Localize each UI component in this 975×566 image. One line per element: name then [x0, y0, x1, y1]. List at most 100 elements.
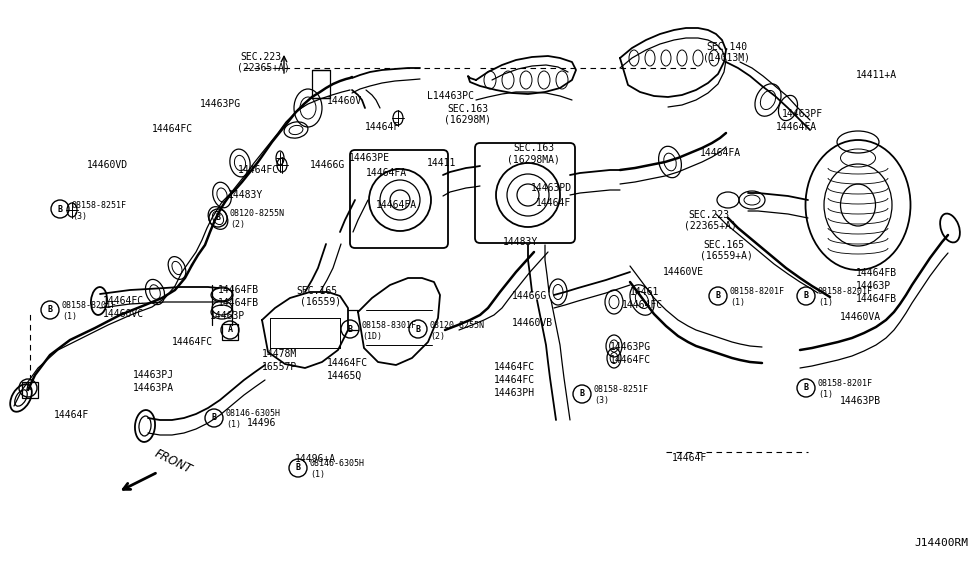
Text: 14464F: 14464F [536, 198, 571, 208]
Text: (1D): (1D) [362, 332, 382, 341]
Text: B: B [347, 324, 353, 333]
Text: 14496: 14496 [247, 418, 276, 428]
Text: 14460VB: 14460VB [512, 318, 553, 328]
Text: 14483Y: 14483Y [503, 237, 538, 247]
Text: 14464F: 14464F [672, 453, 707, 463]
Text: 08158-8301F: 08158-8301F [362, 320, 417, 329]
Text: 14464FC: 14464FC [494, 362, 535, 372]
Text: 14460VA: 14460VA [840, 312, 881, 322]
Text: (1): (1) [818, 298, 833, 307]
Text: 08158-8201F: 08158-8201F [730, 288, 785, 297]
Text: 14460VD: 14460VD [87, 160, 128, 170]
Bar [222, 324, 238, 340]
Text: B: B [212, 414, 216, 422]
Text: 14464FC: 14464FC [610, 355, 651, 365]
Text: 14464FC: 14464FC [172, 337, 214, 347]
Text: SEC.140: SEC.140 [706, 42, 747, 52]
Text: 14463PE: 14463PE [349, 153, 390, 163]
Text: (16559+A): (16559+A) [700, 251, 753, 261]
Text: 16557P: 16557P [262, 362, 297, 372]
Text: 08146-6305H: 08146-6305H [310, 460, 365, 469]
Text: 14464FB: 14464FB [218, 298, 259, 308]
Text: 14464FA: 14464FA [776, 122, 817, 132]
Text: 14464FC: 14464FC [238, 165, 279, 175]
Text: (1): (1) [310, 470, 325, 479]
Text: 14463PJ: 14463PJ [133, 370, 175, 380]
Text: 14460VE: 14460VE [663, 267, 704, 277]
Text: 14464FC: 14464FC [152, 124, 193, 134]
Text: 14464FB: 14464FB [218, 285, 259, 295]
Text: (1): (1) [62, 312, 77, 321]
Text: B: B [803, 384, 808, 392]
Text: (1): (1) [226, 421, 241, 430]
Text: 14464F: 14464F [54, 410, 90, 420]
Text: 14496+A: 14496+A [295, 454, 336, 464]
Text: (16559): (16559) [300, 297, 341, 307]
Text: 14463P: 14463P [856, 281, 891, 291]
Text: 08158-8251F: 08158-8251F [72, 200, 127, 209]
Text: 14463PF: 14463PF [782, 109, 823, 119]
Text: 14461: 14461 [630, 287, 659, 297]
Text: 08146-6305H: 08146-6305H [226, 409, 281, 418]
Text: 14464FA: 14464FA [700, 148, 741, 158]
Text: SEC.163: SEC.163 [513, 143, 554, 153]
Text: (2): (2) [230, 221, 245, 229]
Text: (22365+A): (22365+A) [684, 221, 737, 231]
Text: 14463PG: 14463PG [610, 342, 651, 352]
Text: B: B [803, 291, 808, 301]
Text: 14411: 14411 [427, 158, 456, 168]
Text: B: B [579, 389, 584, 398]
Text: (16298M): (16298M) [444, 115, 491, 125]
Text: 14483Y: 14483Y [228, 190, 263, 200]
Text: J14400RM: J14400RM [914, 538, 968, 548]
Text: 14464FC: 14464FC [622, 300, 663, 310]
Text: (22365+A): (22365+A) [237, 63, 290, 73]
Text: B: B [415, 324, 420, 333]
Text: 14466G: 14466G [310, 160, 345, 170]
Text: B: B [58, 204, 62, 213]
Text: (3): (3) [594, 397, 609, 405]
Text: 14466G: 14466G [512, 291, 547, 301]
Text: 14464FA: 14464FA [376, 200, 417, 210]
Text: 14465Q: 14465Q [327, 371, 363, 381]
Text: 08158-8201F: 08158-8201F [818, 379, 873, 388]
Text: 14464FC: 14464FC [494, 375, 535, 385]
Text: 08158-8201F: 08158-8201F [818, 288, 873, 297]
Text: (3): (3) [72, 212, 87, 221]
Text: FRONT: FRONT [152, 447, 194, 476]
Text: SEC.163: SEC.163 [447, 104, 488, 114]
Text: 14464FC: 14464FC [103, 296, 144, 306]
Text: 14463PD: 14463PD [531, 183, 572, 193]
Text: (14013M): (14013M) [703, 53, 750, 63]
Bar [22, 382, 38, 398]
Text: 14478M: 14478M [262, 349, 297, 359]
Text: 08120-8255N: 08120-8255N [430, 320, 485, 329]
Text: SEC.165: SEC.165 [296, 286, 337, 296]
Text: 14463PB: 14463PB [840, 396, 881, 406]
Text: SEC.223: SEC.223 [240, 52, 281, 62]
Text: 08158-8251F: 08158-8251F [594, 385, 649, 395]
Text: (1): (1) [730, 298, 745, 307]
Text: (16298MA): (16298MA) [507, 154, 560, 164]
Text: A: A [25, 384, 30, 392]
Bar [312, 70, 330, 98]
Text: A: A [227, 325, 232, 335]
Text: (2): (2) [430, 332, 445, 341]
Text: 08120-8255N: 08120-8255N [230, 209, 285, 218]
Text: 14460V: 14460V [327, 96, 363, 106]
Text: B: B [716, 291, 721, 301]
Text: B: B [215, 213, 220, 222]
Text: (1): (1) [818, 391, 833, 400]
Text: B: B [295, 464, 300, 473]
Text: B: B [48, 306, 53, 315]
Text: L14463PC: L14463PC [427, 91, 474, 101]
Text: 08158-8201F: 08158-8201F [62, 302, 117, 311]
Text: 14463P: 14463P [210, 311, 246, 321]
Text: 14463PH: 14463PH [494, 388, 535, 398]
Text: SEC.165: SEC.165 [703, 240, 744, 250]
Text: 14460VC: 14460VC [103, 309, 144, 319]
Text: SEC.223: SEC.223 [688, 210, 729, 220]
Text: 14464FB: 14464FB [856, 268, 897, 278]
Text: 14411+A: 14411+A [856, 70, 897, 80]
Text: 14463PA: 14463PA [133, 383, 175, 393]
